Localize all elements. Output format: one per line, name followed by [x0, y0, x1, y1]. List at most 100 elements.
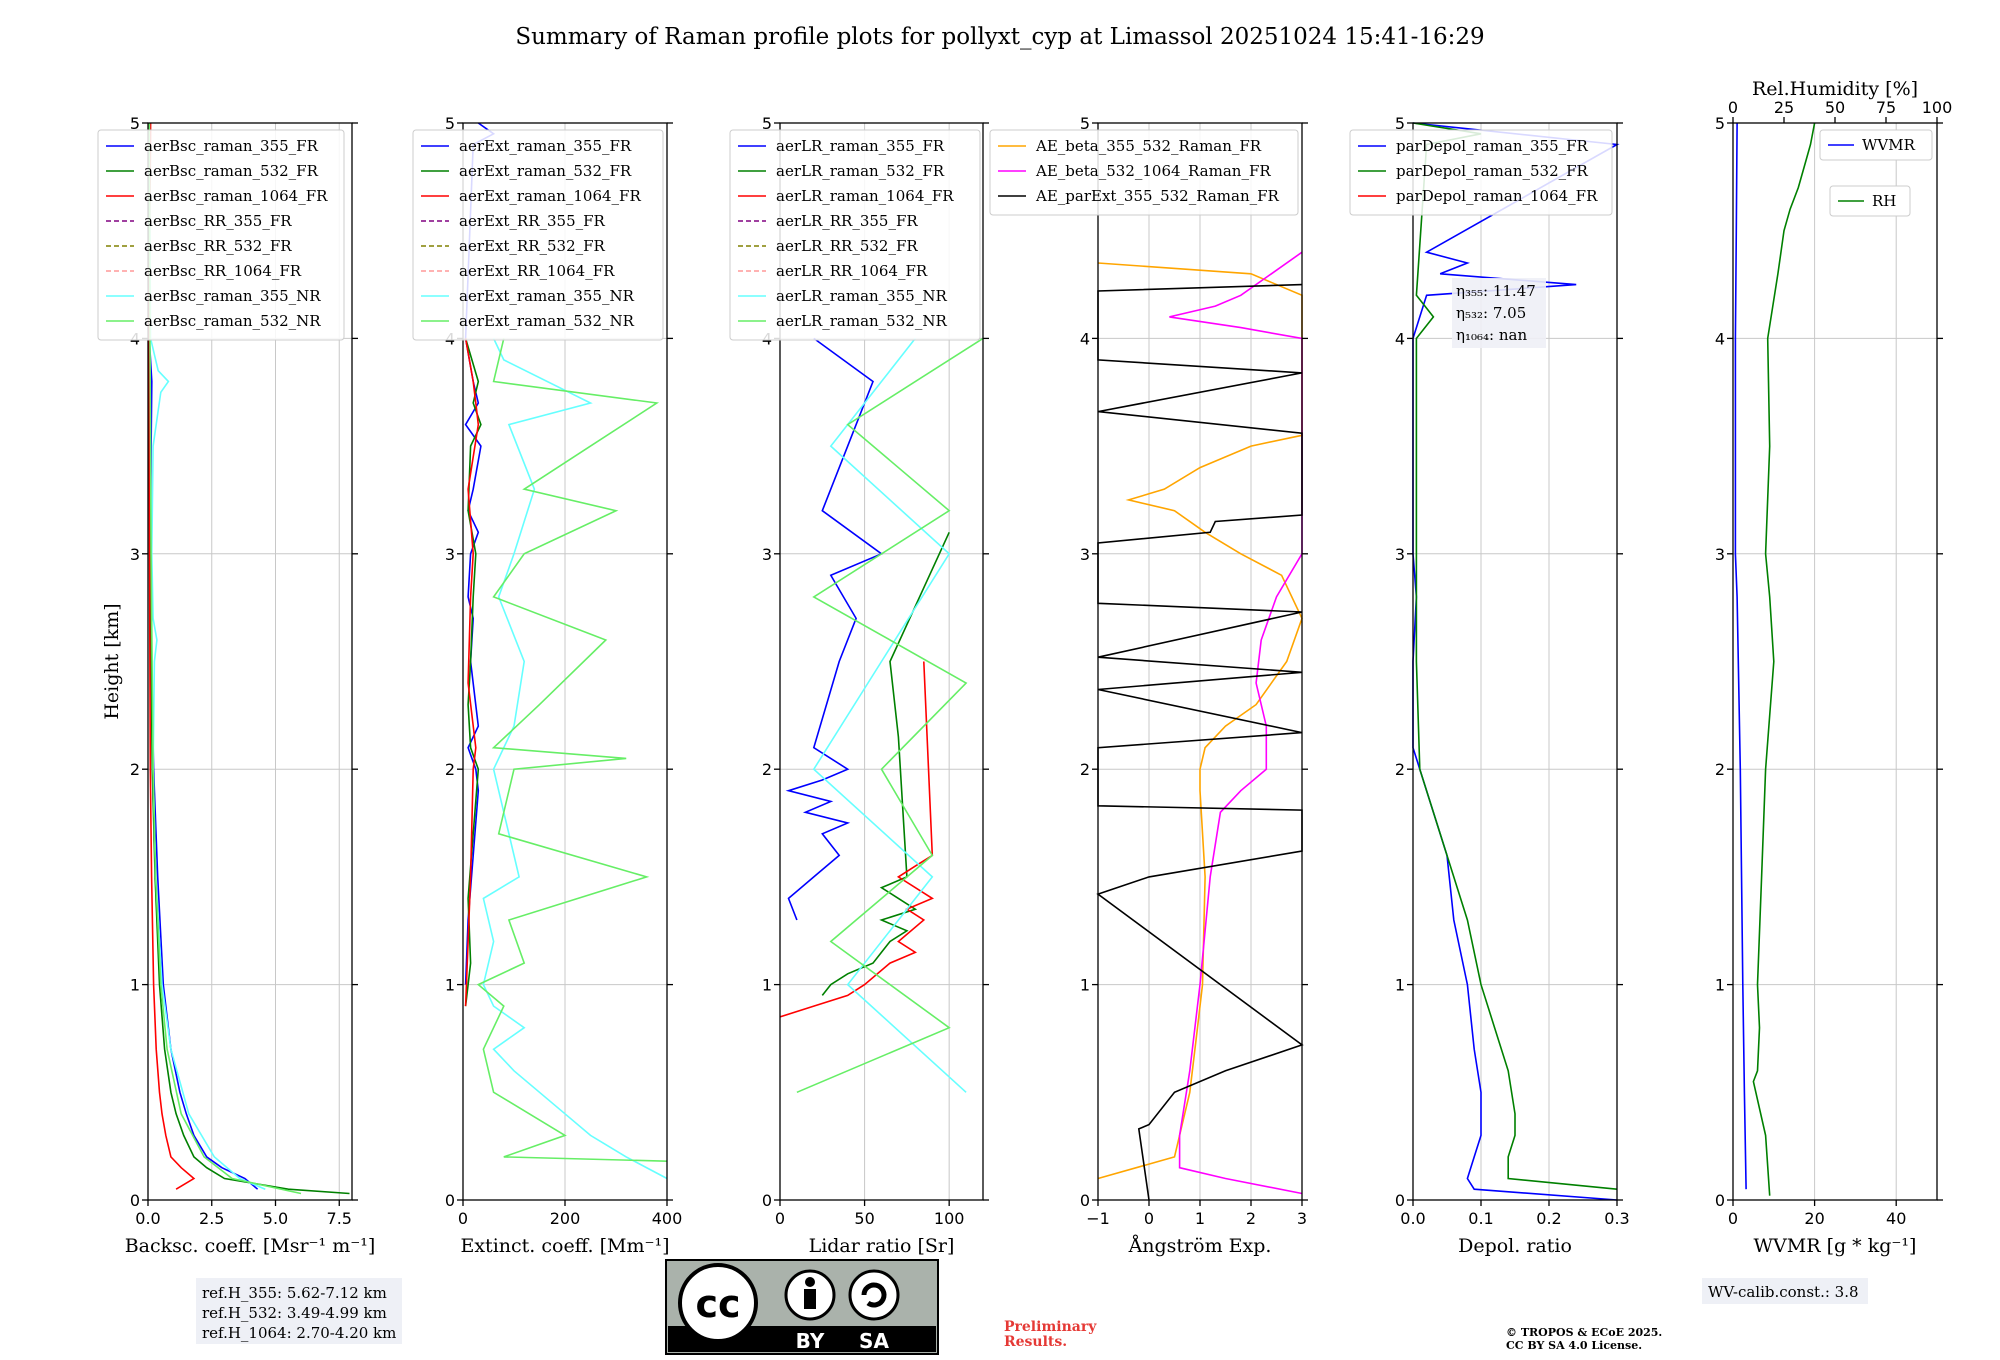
- xtick-label-ae-1: 0: [1144, 1209, 1154, 1228]
- ytick-label-bsc-2: 2: [130, 760, 140, 779]
- ytick-label-bsc-3: 3: [130, 545, 140, 564]
- panel-wv: 0 20 40 0 1 2 3 4 5 WVMR [g * kg⁻¹] 0 25 50 75 100Rel.…: [1715, 78, 1952, 1257]
- legend-box-lr: [729, 129, 981, 341]
- ytick-label-ext-2: 2: [445, 760, 455, 779]
- ytick-label-wv-5: 5: [1715, 114, 1725, 133]
- series-ae-1: [1169, 251, 1303, 1195]
- legend-label-ext-3: aerExt_RR_355_FR: [459, 212, 606, 230]
- ytick-label-ae-3: 3: [1080, 545, 1090, 564]
- legend-label-ext-0: aerExt_raman_355_FR: [459, 137, 632, 155]
- ref-h-1064: ref.H_1064: 2.70-4.20 km: [202, 1324, 396, 1342]
- ytick-label-ae-1: 1: [1080, 976, 1090, 995]
- xtick-label-ae-3: 2: [1246, 1209, 1256, 1228]
- legend-label-lr-1: aerLR_raman_532_FR: [776, 162, 945, 180]
- xtick-label-bsc-0: 0.0: [135, 1209, 160, 1228]
- legend-label-lr-7: aerLR_raman_532_NR: [776, 312, 947, 330]
- panel-bsc: 0.02.55.07.5012345Backsc. coeff. [Msr⁻¹ …: [97, 114, 375, 1257]
- series-lr-6: [812, 337, 967, 1093]
- legend-label-depol-1: parDepol_raman_532_FR: [1396, 162, 1589, 180]
- xlabel-wv: WVMR [g * kg⁻¹]: [1754, 1235, 1917, 1257]
- series-ext-6: [482, 338, 668, 1180]
- xtick-label-bsc-2: 5.0: [263, 1209, 288, 1228]
- copyright-line-1: © TROPOS & ECoE 2025.: [1506, 1326, 1662, 1339]
- legend-label-wv-0: WVMR: [1862, 136, 1916, 154]
- series-ext-7: [476, 338, 668, 1162]
- ytick-label-ext-5: 5: [445, 114, 455, 133]
- depol-eta-bg: [1452, 278, 1546, 348]
- series-bsc-7: [148, 122, 302, 1195]
- legend-label-ext-5: aerExt_RR_1064_FR: [459, 262, 615, 280]
- legend-label-ext-6: aerExt_raman_355_NR: [459, 287, 635, 305]
- xtick-label-lr-0: 0: [775, 1209, 785, 1228]
- ytick-label-bsc-0: 0: [130, 1191, 140, 1210]
- legend-label-bsc-4: aerBsc_RR_532_FR: [144, 237, 292, 255]
- legend-label-bsc-6: aerBsc_raman_355_NR: [144, 287, 321, 305]
- top-xtick-label-1: 25: [1774, 98, 1794, 117]
- legend-label-depol-2: parDepol_raman_1064_FR: [1396, 187, 1598, 205]
- ytick-label-depol-2: 2: [1395, 760, 1405, 779]
- ytick-label-ext-0: 0: [445, 1191, 455, 1210]
- legend-label-lr-2: aerLR_raman_1064_FR: [776, 187, 954, 205]
- legend-label-ae-2: AE_parExt_355_532_Raman_FR: [1035, 187, 1280, 205]
- wv-calib-text: WV-calib.const.: 3.8: [1708, 1283, 1859, 1301]
- legend-label-lr-5: aerLR_RR_1064_FR: [776, 262, 928, 280]
- ytick-label-ext-1: 1: [445, 976, 455, 995]
- top-xtick-label-2: 50: [1825, 98, 1845, 117]
- xtick-label-depol-0: 0.0: [1400, 1209, 1425, 1228]
- legend-box-wv-1: [1829, 185, 1911, 217]
- legend-label-ext-2: aerExt_raman_1064_FR: [459, 187, 641, 205]
- legend-label-bsc-2: aerBsc_raman_1064_FR: [144, 187, 328, 205]
- axes-frame-wv: [1732, 122, 1938, 1201]
- legend-label-lr-4: aerLR_RR_532_FR: [776, 237, 918, 255]
- xtick-label-ae-0: −1: [1086, 1209, 1110, 1228]
- xtick-label-bsc-3: 7.5: [327, 1209, 352, 1228]
- depol-eta-2: η₁₀₆₄: nan: [1456, 326, 1527, 344]
- xtick-label-depol-2: 0.2: [1536, 1209, 1561, 1228]
- ytick-label-ae-0: 0: [1080, 1191, 1090, 1210]
- xtick-label-lr-1: 50: [854, 1209, 874, 1228]
- ytick-label-depol-1: 1: [1395, 976, 1405, 995]
- legend-box-ext: [412, 129, 664, 341]
- xtick-label-ae-4: 3: [1297, 1209, 1307, 1228]
- sa-label: SA: [859, 1329, 889, 1353]
- legend-label-lr-0: aerLR_raman_355_FR: [776, 137, 945, 155]
- ytick-label-lr-3: 3: [762, 545, 772, 564]
- ytick-label-wv-1: 1: [1715, 976, 1725, 995]
- ytick-label-bsc-1: 1: [130, 976, 140, 995]
- xlabel-lr: Lidar ratio [Sr]: [809, 1235, 955, 1257]
- ytick-label-depol-4: 4: [1395, 329, 1405, 348]
- legend-label-bsc-5: aerBsc_RR_1064_FR: [144, 262, 302, 280]
- xtick-label-depol-1: 0.1: [1468, 1209, 1493, 1228]
- ytick-label-ae-2: 2: [1080, 760, 1090, 779]
- panel-ext: 0200400012345Extinct. coeff. [Mm⁻¹]aerEx…: [412, 114, 683, 1257]
- xtick-label-wv-1: 20: [1804, 1209, 1824, 1228]
- xtick-label-wv-2: 40: [1886, 1209, 1906, 1228]
- legend-label-bsc-3: aerBsc_RR_355_FR: [144, 212, 292, 230]
- xtick-label-ext-2: 400: [652, 1209, 683, 1228]
- ytick-label-depol-0: 0: [1395, 1191, 1405, 1210]
- top-xtick-label-4: 100: [1922, 98, 1953, 117]
- legend-label-lr-6: aerLR_raman_355_NR: [776, 287, 947, 305]
- ytick-label-wv-2: 2: [1715, 760, 1725, 779]
- legend-label-bsc-7: aerBsc_raman_532_NR: [144, 312, 321, 330]
- ytick-label-wv-4: 4: [1715, 329, 1725, 348]
- figure-title: Summary of Raman profile plots for polly…: [515, 24, 1484, 50]
- series-lr-2: [779, 661, 935, 1018]
- preliminary-line-1: Preliminary: [1004, 1319, 1097, 1335]
- preliminary-line-2: Results.: [1004, 1334, 1067, 1350]
- xlabel-depol: Depol. ratio: [1458, 1235, 1572, 1257]
- series-bsc-2: [148, 122, 196, 1190]
- legend-label-bsc-0: aerBsc_raman_355_FR: [144, 137, 319, 155]
- series-lr-7: [796, 337, 984, 1094]
- series-bsc-6: [148, 122, 266, 1190]
- xtick-label-wv-0: 0: [1728, 1209, 1738, 1228]
- ytick-label-wv-0: 0: [1715, 1191, 1725, 1210]
- ytick-label-depol-3: 3: [1395, 545, 1405, 564]
- ytick-label-ae-4: 4: [1080, 329, 1090, 348]
- legend-label-ext-7: aerExt_raman_532_NR: [459, 312, 635, 330]
- xtick-label-bsc-1: 2.5: [199, 1209, 224, 1228]
- share-alike-icon: [848, 1269, 900, 1321]
- panel-lr: 050100012345Lidar ratio [Sr]aerLR_raman_…: [729, 114, 989, 1257]
